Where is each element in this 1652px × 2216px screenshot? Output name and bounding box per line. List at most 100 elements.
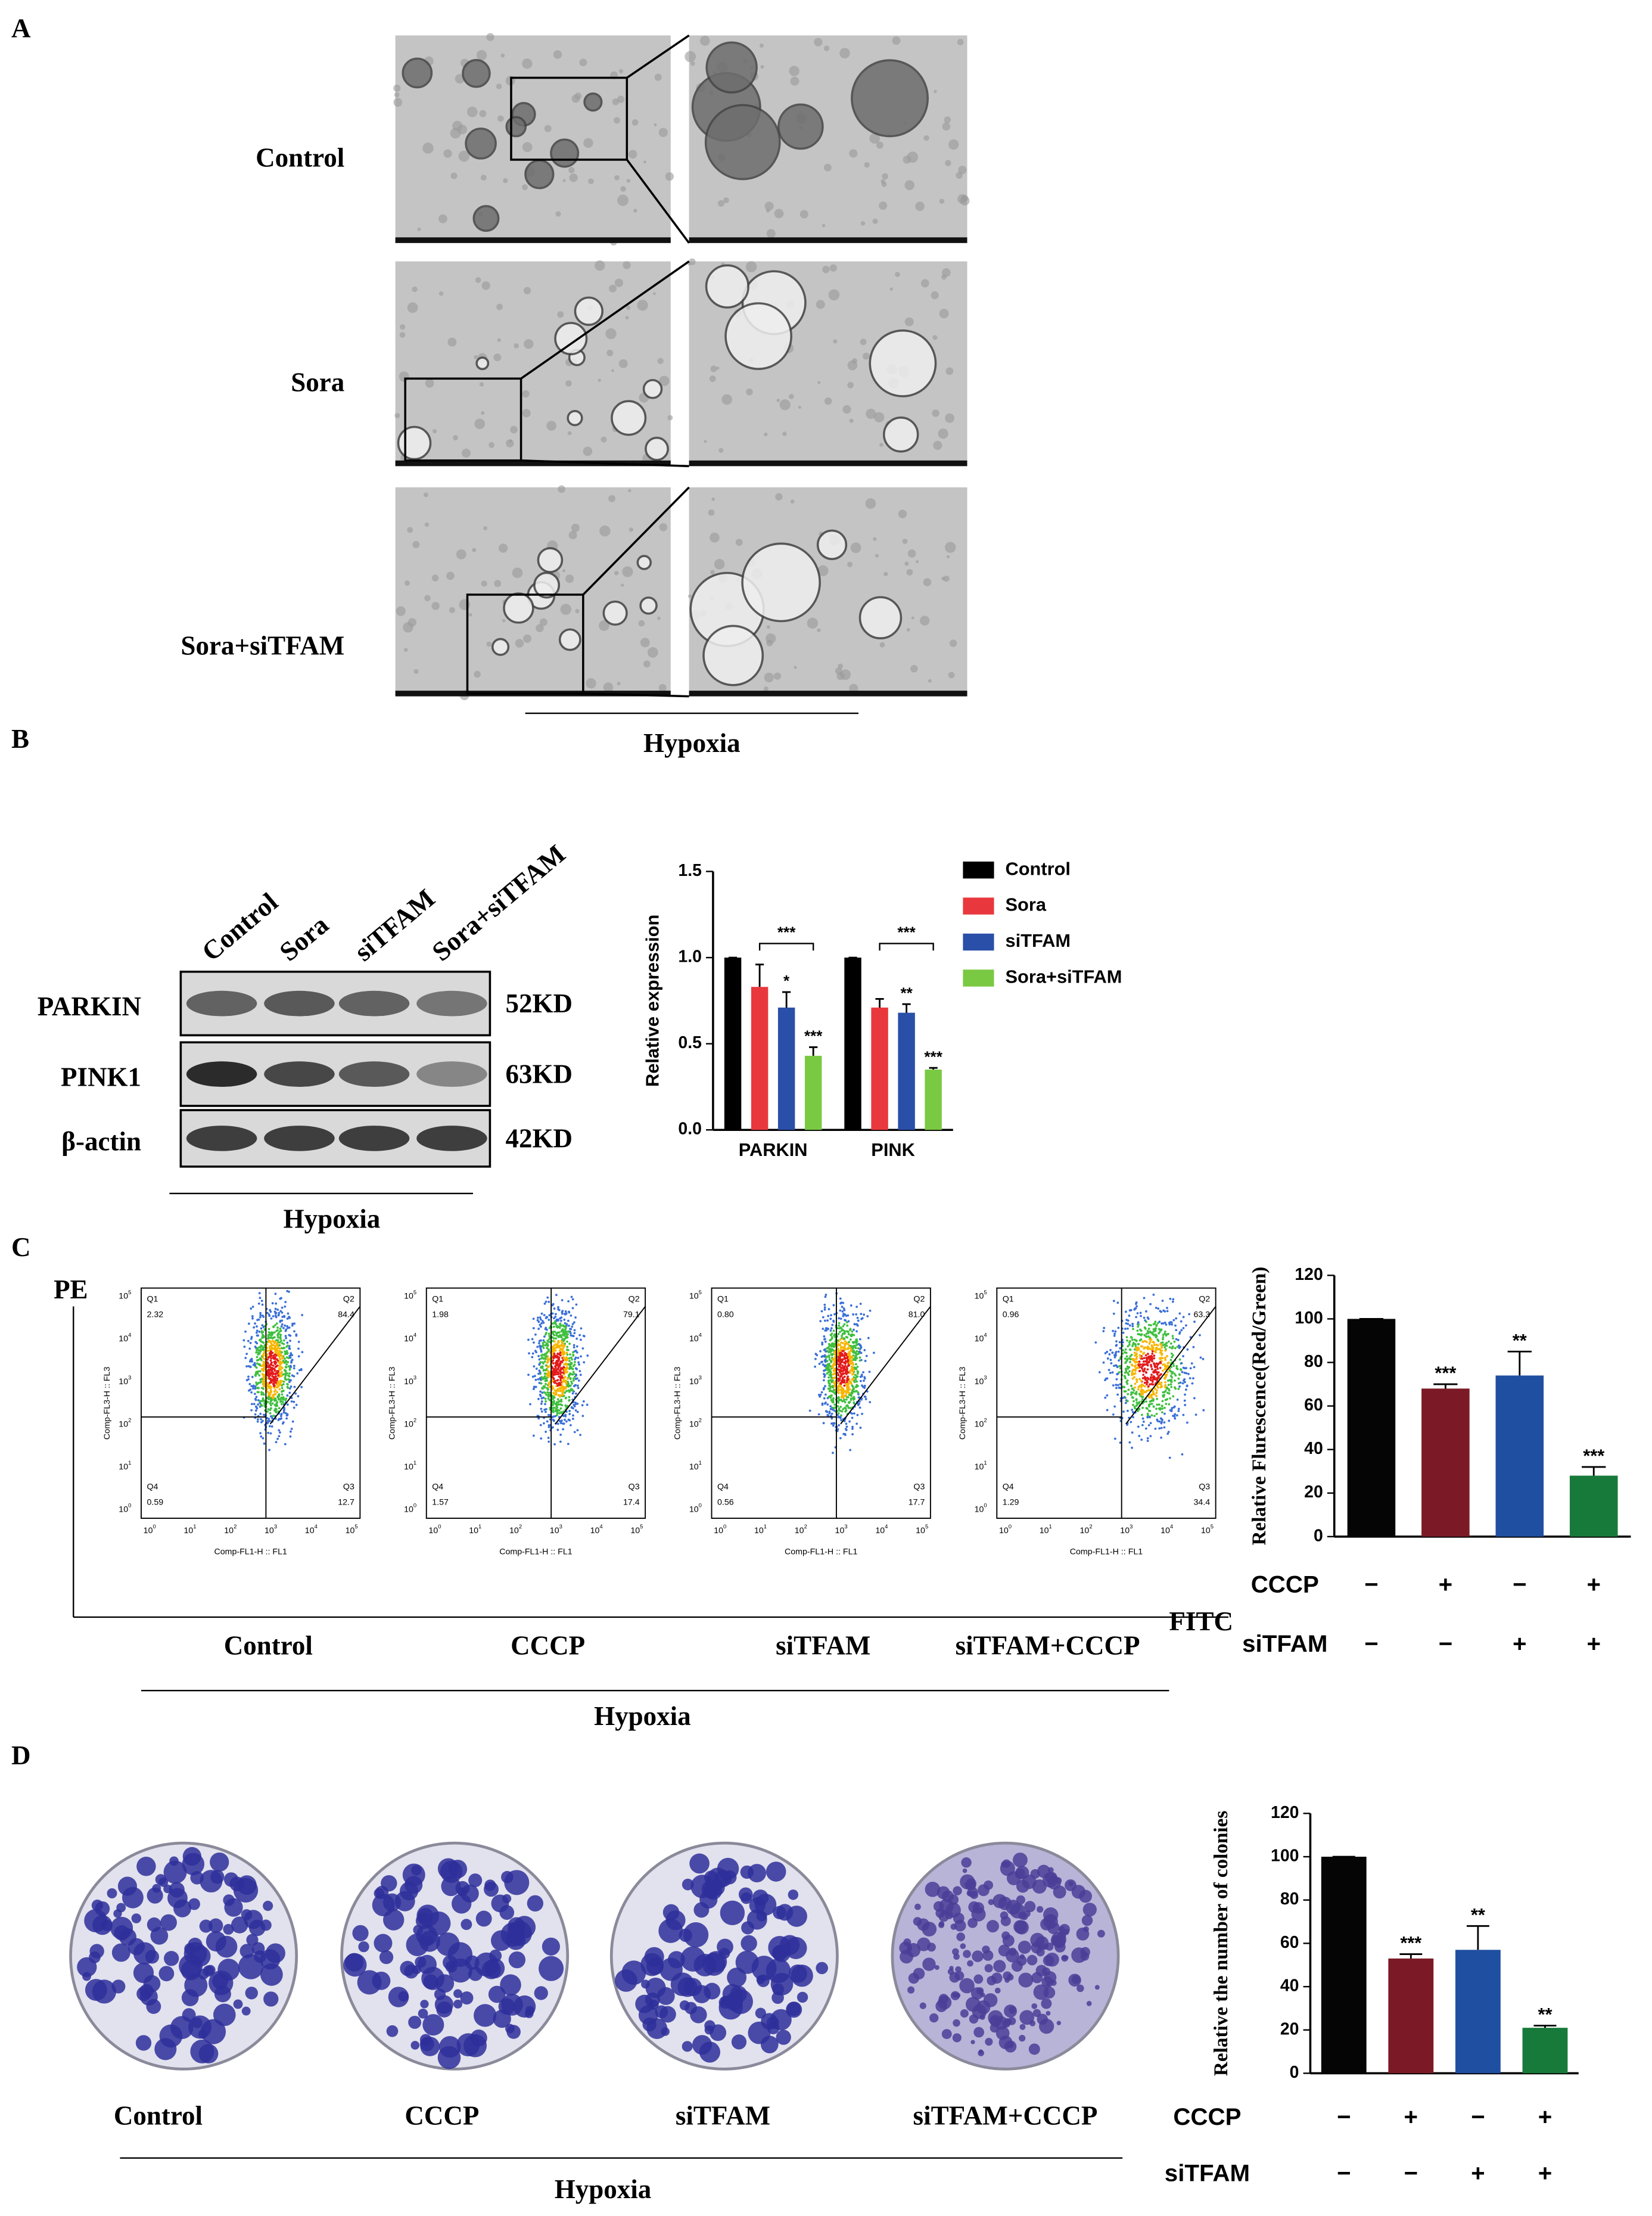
event — [575, 1377, 578, 1380]
event — [1146, 1437, 1149, 1440]
colony — [933, 1901, 944, 1912]
event — [259, 1311, 262, 1314]
treatment-sign: + — [1404, 2103, 1418, 2130]
zoom-line — [582, 486, 690, 596]
event — [262, 1437, 265, 1440]
texture — [875, 554, 879, 558]
flow-tick-exp: 0 — [984, 1502, 987, 1509]
event — [1169, 1297, 1172, 1300]
colony — [977, 1884, 990, 1897]
event — [1186, 1384, 1189, 1387]
colony — [241, 2006, 251, 2016]
event — [546, 1344, 549, 1347]
event — [846, 1377, 849, 1380]
event — [561, 1391, 564, 1394]
event — [269, 1387, 272, 1390]
group-label: siTFAM — [776, 1630, 870, 1660]
event — [561, 1385, 564, 1387]
event — [821, 1402, 824, 1405]
event — [538, 1382, 541, 1384]
event — [827, 1314, 830, 1317]
event — [243, 1345, 246, 1348]
event — [573, 1344, 575, 1347]
texture — [558, 485, 565, 493]
texture — [424, 522, 430, 527]
treatment-sign: − — [1337, 2103, 1351, 2130]
texture — [412, 286, 418, 293]
event — [543, 1369, 545, 1371]
event — [851, 1347, 854, 1350]
event — [1156, 1397, 1159, 1400]
colony — [147, 1887, 163, 1904]
event — [839, 1326, 842, 1329]
event — [267, 1335, 270, 1338]
mitochondrion — [505, 116, 527, 138]
event — [1166, 1432, 1169, 1435]
event — [263, 1413, 265, 1416]
event — [255, 1384, 258, 1386]
bar — [844, 958, 861, 1130]
event — [1164, 1344, 1167, 1347]
event — [545, 1407, 547, 1410]
event — [262, 1376, 265, 1379]
event — [863, 1313, 866, 1316]
event — [573, 1376, 576, 1378]
event — [1140, 1366, 1143, 1369]
event — [823, 1387, 825, 1390]
colony — [661, 2027, 670, 2036]
event — [556, 1422, 559, 1425]
texture — [393, 84, 401, 92]
event — [844, 1401, 847, 1404]
event — [252, 1387, 254, 1390]
event — [283, 1339, 285, 1342]
flow-tick-label: 105 — [119, 1289, 131, 1301]
colony — [738, 1887, 753, 1902]
texture — [565, 574, 574, 583]
event — [551, 1407, 554, 1409]
colony — [158, 1877, 169, 1887]
event — [1178, 1358, 1181, 1361]
event — [1160, 1384, 1163, 1387]
colony — [913, 1917, 922, 1926]
event — [1143, 1316, 1146, 1319]
colony — [690, 2006, 707, 2024]
event — [258, 1331, 261, 1333]
colony — [1016, 1895, 1025, 1905]
colony — [413, 1925, 424, 1935]
colony — [766, 1861, 786, 1882]
event — [1132, 1416, 1135, 1419]
event — [570, 1295, 573, 1298]
event — [571, 1325, 574, 1328]
event — [564, 1313, 567, 1316]
event — [572, 1351, 574, 1354]
event — [1164, 1359, 1167, 1362]
event — [1147, 1347, 1150, 1350]
colony — [386, 2025, 399, 2037]
event — [827, 1414, 830, 1417]
event — [818, 1393, 820, 1396]
event — [564, 1310, 567, 1313]
texture — [614, 117, 620, 124]
event — [276, 1437, 279, 1440]
event — [288, 1345, 291, 1348]
event — [1116, 1301, 1119, 1304]
event — [561, 1334, 564, 1336]
event — [533, 1365, 536, 1368]
event — [291, 1374, 294, 1377]
texture — [498, 543, 508, 553]
colony — [942, 1890, 954, 1903]
event — [853, 1328, 855, 1331]
texture — [904, 180, 915, 191]
event — [247, 1322, 250, 1325]
colony — [1030, 1932, 1045, 1948]
event — [274, 1307, 277, 1310]
colony — [453, 1999, 463, 2009]
event — [1171, 1345, 1174, 1348]
event — [1202, 1357, 1205, 1360]
event — [575, 1351, 578, 1354]
event — [851, 1425, 854, 1428]
texture — [657, 616, 661, 620]
event — [1131, 1431, 1134, 1434]
event — [1146, 1381, 1148, 1384]
event — [545, 1400, 547, 1403]
